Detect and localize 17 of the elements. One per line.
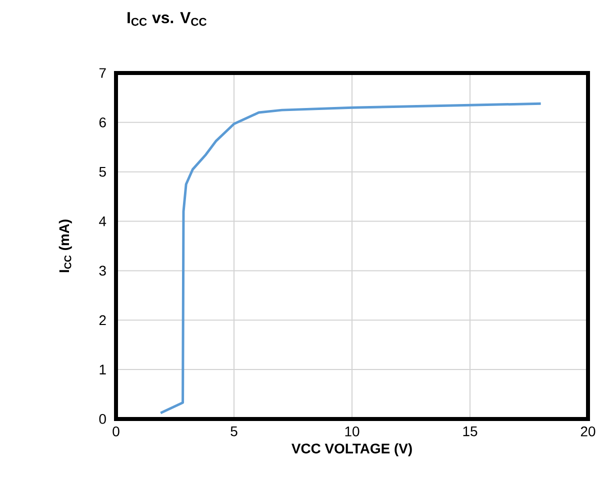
y-tick-label: 6 <box>99 117 106 128</box>
chart-title: I$_{CC}$ vs. V$_{CC}$ <box>128 12 206 26</box>
x-tick-label: 0 <box>112 426 120 436</box>
x-axis-title: VCC VOLTAGE (V) <box>292 443 412 456</box>
y-axis-title: I$_{CC}$ (mA) <box>58 220 72 272</box>
x-tick-label: 20 <box>580 426 596 436</box>
y-tick-label: 0 <box>99 414 106 424</box>
x-tick-label: 5 <box>230 426 238 436</box>
y-tick-label: 4 <box>99 216 106 226</box>
line-series <box>159 102 542 414</box>
y-tick-label: 7 <box>99 68 106 78</box>
y-tick-label: 2 <box>99 315 106 325</box>
y-tick-label: 3 <box>99 266 106 276</box>
x-tick-label: 10 <box>345 426 360 436</box>
y-tick-label: 5 <box>99 166 106 177</box>
x-tick-label: 15 <box>463 426 478 436</box>
y-tick-label: 1 <box>100 364 106 374</box>
